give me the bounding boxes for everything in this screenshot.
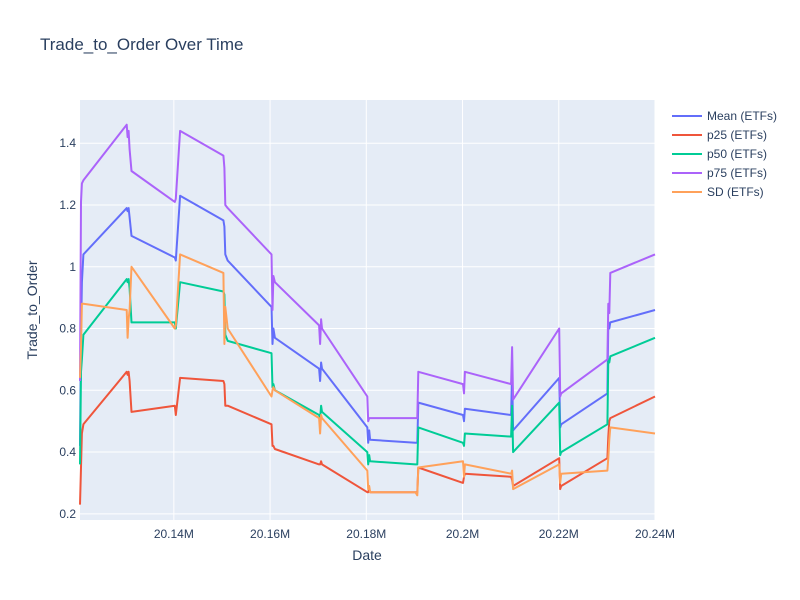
series-line-sd [79, 253, 656, 497]
x-tick-label: 20.14M [154, 527, 194, 541]
legend-label: p50 (ETFs) [707, 147, 767, 161]
x-axis-label: Date [352, 547, 382, 563]
chart-title: Trade_to_Order Over Time [40, 35, 243, 54]
y-axis-label: Trade_to_Order [24, 260, 40, 359]
series-lines [79, 123, 656, 505]
x-tick-label: 20.18M [346, 527, 386, 541]
y-tick-label: 0.6 [59, 383, 76, 397]
legend-item[interactable]: SD (ETFs) [672, 185, 764, 199]
series-line-mean [79, 194, 656, 446]
y-tick-label: 1.4 [59, 136, 76, 150]
y-tick-label: 0.4 [59, 445, 76, 459]
y-tick-label: 1 [69, 260, 76, 274]
y-tick-label: 0.2 [59, 507, 76, 521]
x-tick-label: 20.2M [446, 527, 479, 541]
series-line-p75 [79, 123, 656, 423]
x-tick-label: 20.16M [250, 527, 290, 541]
legend-item[interactable]: Mean (ETFs) [672, 109, 777, 123]
series-line-p25 [79, 370, 656, 505]
legend-item[interactable]: p25 (ETFs) [672, 128, 767, 142]
y-tick-labels: 0.2 0.4 0.6 0.8 1 1.2 1.4 [59, 136, 76, 521]
x-tick-label: 20.24M [635, 527, 675, 541]
legend-item[interactable]: p50 (ETFs) [672, 147, 767, 161]
legend-item[interactable]: p75 (ETFs) [672, 166, 767, 180]
x-tick-label: 20.22M [539, 527, 579, 541]
legend-label: Mean (ETFs) [707, 109, 777, 123]
legend-label: SD (ETFs) [707, 185, 764, 199]
y-tick-label: 1.2 [59, 198, 76, 212]
legend-label: p75 (ETFs) [707, 166, 767, 180]
legend: Mean (ETFs) p25 (ETFs) p50 (ETFs) p75 (ETFs… [672, 109, 777, 199]
y-tick-label: 0.8 [59, 322, 76, 336]
legend-label: p25 (ETFs) [707, 128, 767, 142]
x-tick-labels: 20.14M 20.16M 20.18M 20.2M 20.22M 20.24M [154, 527, 675, 541]
